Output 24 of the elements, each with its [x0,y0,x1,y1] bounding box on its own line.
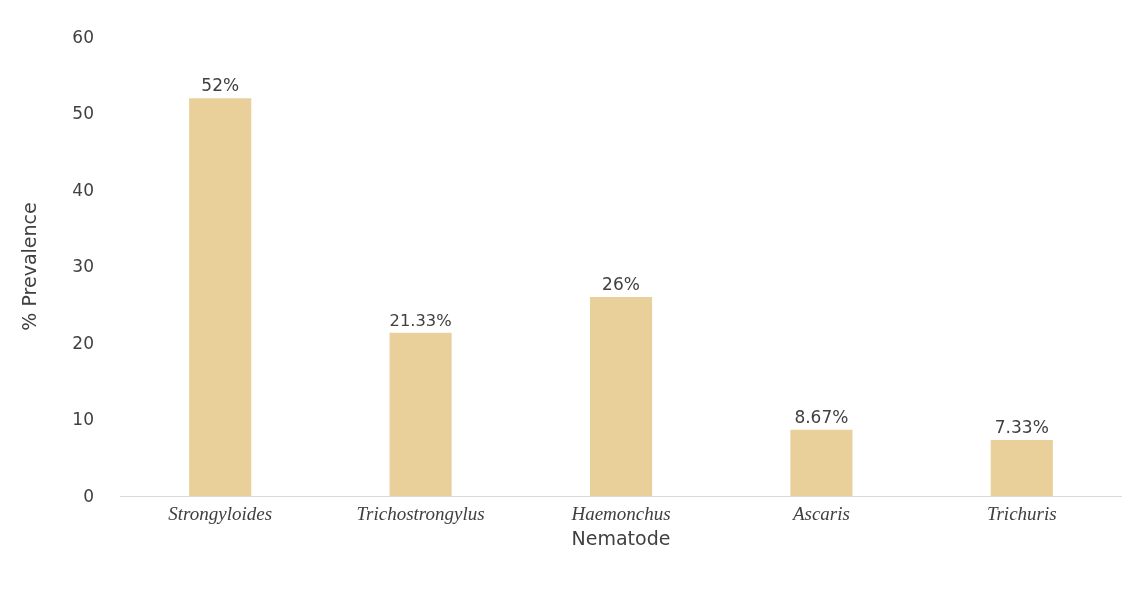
y-axis-title: % Prevalence [18,202,41,331]
bar [589,297,653,496]
y-tick-label: 30 [72,256,94,277]
data-label: 7.33% [994,416,1049,437]
y-tick-label: 50 [72,103,94,124]
x-tick-label: Trichostrongylus [356,502,485,524]
x-tick-label: Strongyloides [168,502,273,524]
data-label: 26% [602,274,640,295]
x-tick-label: Ascaris [790,502,850,524]
bar [189,98,252,496]
bar [389,332,452,496]
x-tick-label: Trichuris [986,502,1057,524]
y-tick-label: 40 [72,179,94,200]
data-label: 21.33% [389,311,452,330]
x-tick-label: Haemonchus [570,502,671,524]
y-tick-label: 0 [83,485,94,506]
data-label: 52% [201,75,240,96]
y-tick-label: 20 [72,332,94,353]
y-tick-label: 60 [72,26,94,47]
y-tick-label: 10 [72,409,94,430]
x-axis-title: Nematode [571,526,671,549]
bar [990,439,1053,496]
bar [790,429,853,496]
data-label: 8.67% [794,406,849,427]
